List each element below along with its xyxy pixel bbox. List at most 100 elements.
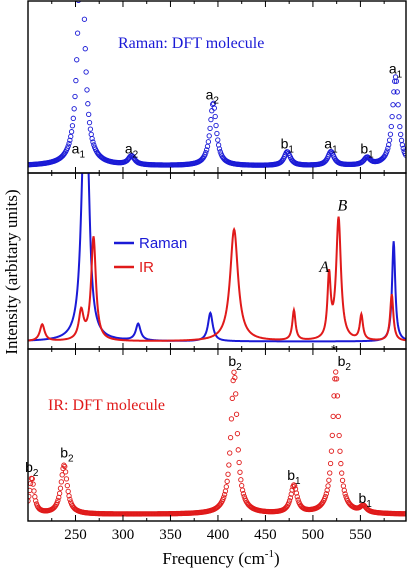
ir-dft-molecule-point <box>289 487 295 493</box>
ir-dft-molecule-point <box>29 476 35 482</box>
ir-dft-molecule-point <box>330 413 336 420</box>
ir-dft-molecule-point <box>31 488 37 494</box>
ir-dft-molecule-point <box>65 488 71 494</box>
ir-dft-molecule-point <box>339 477 346 484</box>
raman-dft-molecule-point <box>393 78 400 84</box>
raman-dft-molecule-point <box>87 126 94 132</box>
raman-dft-molecule-point <box>81 16 88 22</box>
peak-label: b2 <box>338 353 352 373</box>
ir-dft-molecule-point <box>333 369 339 375</box>
peak-label: a1 <box>72 140 86 160</box>
ir-dft-molecule-point <box>223 484 229 490</box>
ir-dft-molecule-point <box>240 491 247 497</box>
ir-dft-molecule-point <box>340 483 347 489</box>
ir-dft-molecule-point <box>62 469 69 475</box>
peak-label: a1 <box>324 135 338 155</box>
ir-dft-molecule-point <box>327 470 333 476</box>
ir-dft-molecule-point <box>56 490 63 496</box>
legend-label: IR <box>139 259 154 276</box>
ir-dft-molecule-point <box>233 411 240 417</box>
peak-label: b1 <box>358 490 372 510</box>
ir-dft-molecule-point <box>334 393 341 399</box>
raman-dft-molecule-point <box>391 89 397 95</box>
ir-dft-molecule-point <box>333 376 340 382</box>
raman-dft-molecule-point <box>385 145 391 151</box>
ir-dft-molecule-point <box>329 432 335 439</box>
raman-dft-molecule-point <box>399 142 406 148</box>
raman-dft-molecule-point <box>212 113 218 120</box>
ir-dft-molecule-point <box>295 497 301 503</box>
raman-dft-molecule-point <box>395 102 401 108</box>
bottom-panel-plot <box>28 369 406 517</box>
ir-dft-molecule-point <box>237 469 243 475</box>
peak-label: * <box>331 342 337 358</box>
raman-dft-molecule-point <box>69 123 76 129</box>
ir-dft-molecule-point <box>226 462 232 468</box>
bottom-panel-title: IR: DFT molecule <box>48 397 165 414</box>
raman-dft-molecule-point <box>398 137 405 143</box>
ir-dft-molecule-point <box>322 493 329 500</box>
ir-dft-molecule-point <box>234 431 241 437</box>
ir-dft-molecule-point <box>235 447 241 453</box>
ir-dft-molecule-point <box>57 485 64 491</box>
raman-dft-molecule-point <box>86 119 93 126</box>
panels-group: Raman: DFT molecule a1 a2 a2 b1 a1 b1 a1 A B Raman… <box>25 0 407 543</box>
raman-dft-molecule-point <box>402 150 406 157</box>
ir-dft-molecule-point <box>28 498 31 504</box>
raman-dft-molecule-point <box>203 149 209 156</box>
ir-dft-molecule-point <box>55 497 61 504</box>
ir-dft-molecule-point <box>30 481 36 487</box>
ir-dft-molecule-point <box>294 494 300 500</box>
raman-dft-molecule-point <box>386 137 393 143</box>
raman-dft-molecule-point <box>72 93 78 100</box>
raman-dft-molecule-point <box>82 46 88 52</box>
raman-dft-molecule-point <box>86 111 92 117</box>
raman-dft-molecule-point <box>389 114 395 120</box>
ir-dft-molecule-point <box>67 496 73 502</box>
ir-dft-molecule-point <box>331 393 337 399</box>
peak-label: b2 <box>25 459 39 479</box>
x-tick-label: 550 <box>349 527 372 543</box>
x-tick-label: 300 <box>112 527 135 543</box>
peak-label: a2 <box>206 87 220 107</box>
ir-dft-molecule-point <box>221 494 227 500</box>
ir-line <box>28 216 406 342</box>
ir-dft-molecule-point <box>59 472 65 478</box>
raman-dft-molecule-point <box>68 133 74 140</box>
raman-dft-molecule-point <box>74 57 80 63</box>
peak-label: a1 <box>389 60 403 80</box>
ir-dft-molecule-point <box>227 434 234 441</box>
ir-dft-molecule-point <box>328 448 335 454</box>
ir-dft-molecule-point <box>292 483 298 489</box>
ir-dft-molecule-point <box>339 470 345 476</box>
ir-dft-molecule-point <box>287 495 294 501</box>
raman-dft-molecule-point <box>71 106 77 112</box>
x-tick-label: 350 <box>159 527 182 543</box>
ir-dft-molecule-point <box>327 460 334 467</box>
raman-dft-molecule-point <box>73 77 79 84</box>
raman-dft-molecule-point <box>209 108 215 114</box>
peak-label: a2 <box>125 140 139 160</box>
ir-dft-molecule-point <box>227 450 233 456</box>
middle-panel-frame <box>27 172 407 350</box>
raman-dft-molecule-point <box>387 131 394 137</box>
raman-dft-molecule-point <box>203 147 210 153</box>
peak-label: A <box>318 259 329 276</box>
top-panel-plot <box>28 1 406 168</box>
peak-label: b1 <box>360 140 374 160</box>
top-panel-frame <box>27 0 407 174</box>
ir-dft-molecule-point <box>239 482 245 489</box>
raman-dft-molecule-point <box>211 105 217 111</box>
ir-dft-molecule-point <box>239 487 246 493</box>
ir-dft-molecule-point <box>286 498 293 504</box>
ir-dft-molecule-point <box>32 494 38 500</box>
peak-label: b2 <box>228 353 242 373</box>
raman-dft-molecule-point <box>207 125 213 132</box>
legend-label: Raman <box>139 235 187 252</box>
ir-dft-molecule-point <box>338 460 344 467</box>
raman-dft-molecule-point <box>208 116 214 123</box>
raman-dft-molecule-point <box>65 143 71 149</box>
x-tick-label: 400 <box>207 527 230 543</box>
raman-dft-molecule-point <box>397 123 403 130</box>
x-tick-label: 450 <box>254 527 277 543</box>
